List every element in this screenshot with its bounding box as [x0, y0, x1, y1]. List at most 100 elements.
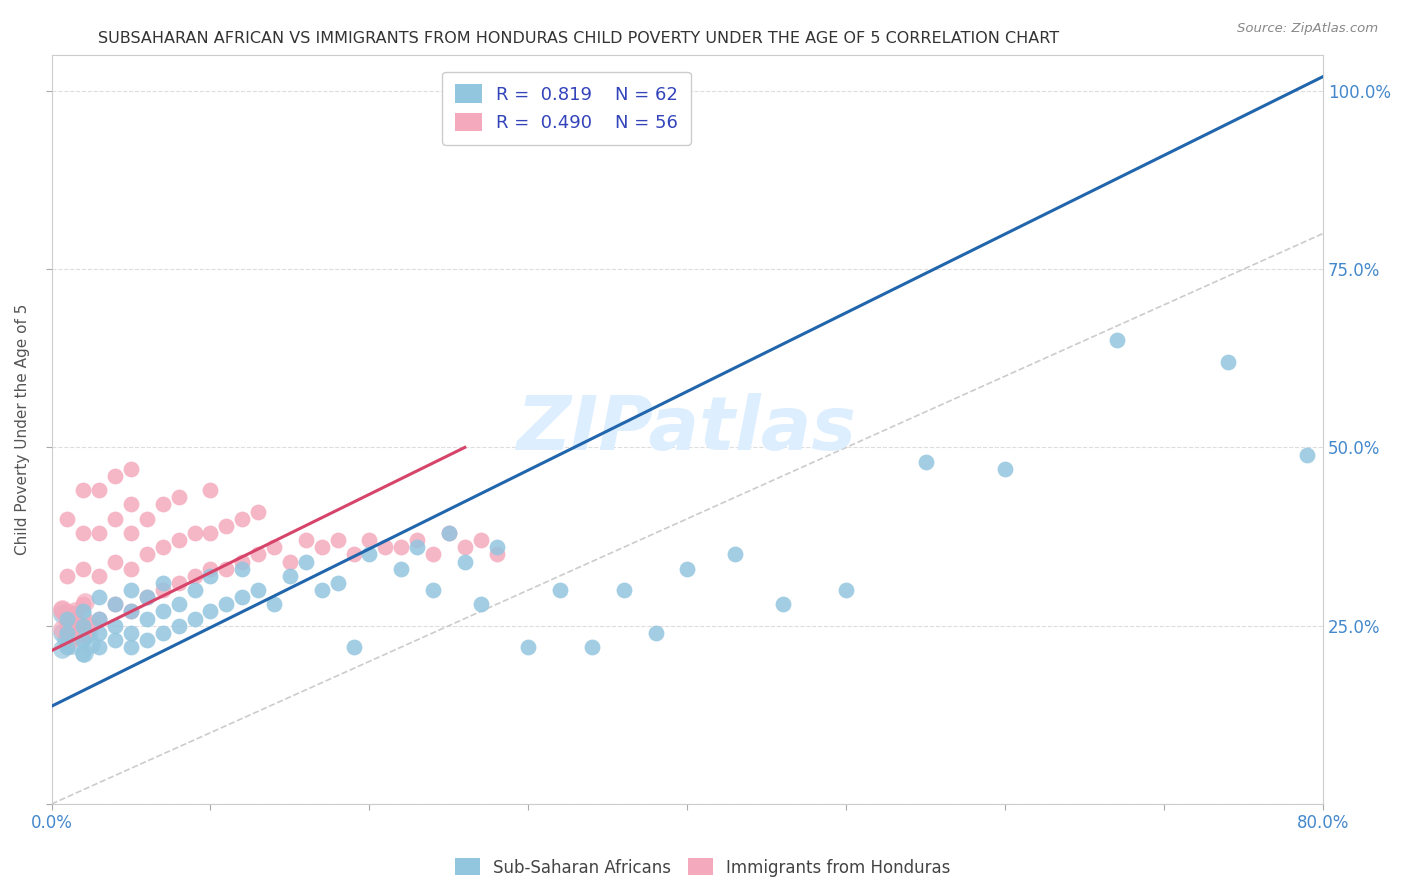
Point [104, 512, 127, 526]
Point [73, 627, 96, 641]
Point [311, 540, 333, 554]
Point [89, 483, 111, 498]
Point [120, 640, 142, 654]
Point [342, 547, 364, 561]
Point [406, 540, 429, 554]
Point [278, 554, 301, 568]
Point [79, 637, 101, 651]
Point [56, 624, 79, 639]
Point [454, 540, 477, 554]
Point [295, 533, 318, 547]
Point [72, 526, 94, 541]
Point [73, 624, 96, 639]
Point [58, 632, 80, 646]
Point [422, 547, 444, 561]
Point [79, 617, 101, 632]
Point [374, 540, 396, 554]
Point [167, 533, 190, 547]
Point [120, 604, 142, 618]
Point [56, 512, 79, 526]
Point [1216, 355, 1239, 369]
Point [135, 547, 157, 561]
Legend: Sub-Saharan Africans, Immigrants from Honduras: Sub-Saharan Africans, Immigrants from Ho… [449, 852, 957, 883]
Point [120, 604, 142, 618]
Point [389, 540, 412, 554]
Point [772, 597, 794, 611]
Y-axis label: Child Poverty Under the Age of 5: Child Poverty Under the Age of 5 [15, 304, 30, 555]
Point [278, 568, 301, 582]
Point [56, 640, 79, 654]
Point [676, 561, 699, 575]
Point [73, 595, 96, 609]
Point [263, 540, 285, 554]
Point [65, 604, 87, 618]
Point [152, 604, 174, 618]
Point [65, 608, 87, 623]
Point [914, 455, 936, 469]
Point [1296, 448, 1319, 462]
Legend: R =  0.819    N = 62, R =  0.490    N = 56: R = 0.819 N = 62, R = 0.490 N = 56 [441, 71, 690, 145]
Point [231, 554, 253, 568]
Point [454, 554, 477, 568]
Point [77, 619, 100, 633]
Point [152, 575, 174, 590]
Point [104, 469, 127, 483]
Point [517, 640, 540, 654]
Point [56, 568, 79, 582]
Point [581, 640, 603, 654]
Point [89, 526, 111, 541]
Point [231, 590, 253, 604]
Point [326, 575, 349, 590]
Point [359, 547, 381, 561]
Point [135, 590, 157, 604]
Point [58, 619, 80, 633]
Point [51, 603, 73, 617]
Point [135, 512, 157, 526]
Point [65, 623, 87, 637]
Point [548, 582, 571, 597]
Text: SUBSAHARAN AFRICAN VS IMMIGRANTS FROM HONDURAS CHILD POVERTY UNDER THE AGE OF 5 : SUBSAHARAN AFRICAN VS IMMIGRANTS FROM HO… [98, 31, 1060, 46]
Point [311, 582, 333, 597]
Point [644, 625, 666, 640]
Point [63, 614, 86, 628]
Point [167, 575, 190, 590]
Point [613, 582, 636, 597]
Point [215, 597, 238, 611]
Point [406, 533, 429, 547]
Point [51, 607, 73, 622]
Point [120, 561, 142, 575]
Point [51, 626, 73, 640]
Point [215, 519, 238, 533]
Point [437, 526, 460, 541]
Point [485, 547, 508, 561]
Point [56, 617, 79, 632]
Point [485, 540, 508, 554]
Point [342, 640, 364, 654]
Point [89, 611, 111, 625]
Point [104, 597, 127, 611]
Point [215, 561, 238, 575]
Point [70, 619, 93, 633]
Point [263, 597, 285, 611]
Point [247, 505, 270, 519]
Point [724, 547, 747, 561]
Point [60, 639, 83, 653]
Point [200, 483, 222, 498]
Point [422, 582, 444, 597]
Point [55, 608, 77, 623]
Point [55, 632, 77, 646]
Point [167, 618, 190, 632]
Point [135, 632, 157, 647]
Point [72, 597, 94, 611]
Point [72, 604, 94, 618]
Point [200, 604, 222, 618]
Point [389, 561, 412, 575]
Point [470, 597, 492, 611]
Point [56, 611, 79, 625]
Point [56, 625, 79, 640]
Point [183, 568, 205, 582]
Point [120, 526, 142, 541]
Point [51, 622, 73, 636]
Point [65, 624, 87, 638]
Point [167, 491, 190, 505]
